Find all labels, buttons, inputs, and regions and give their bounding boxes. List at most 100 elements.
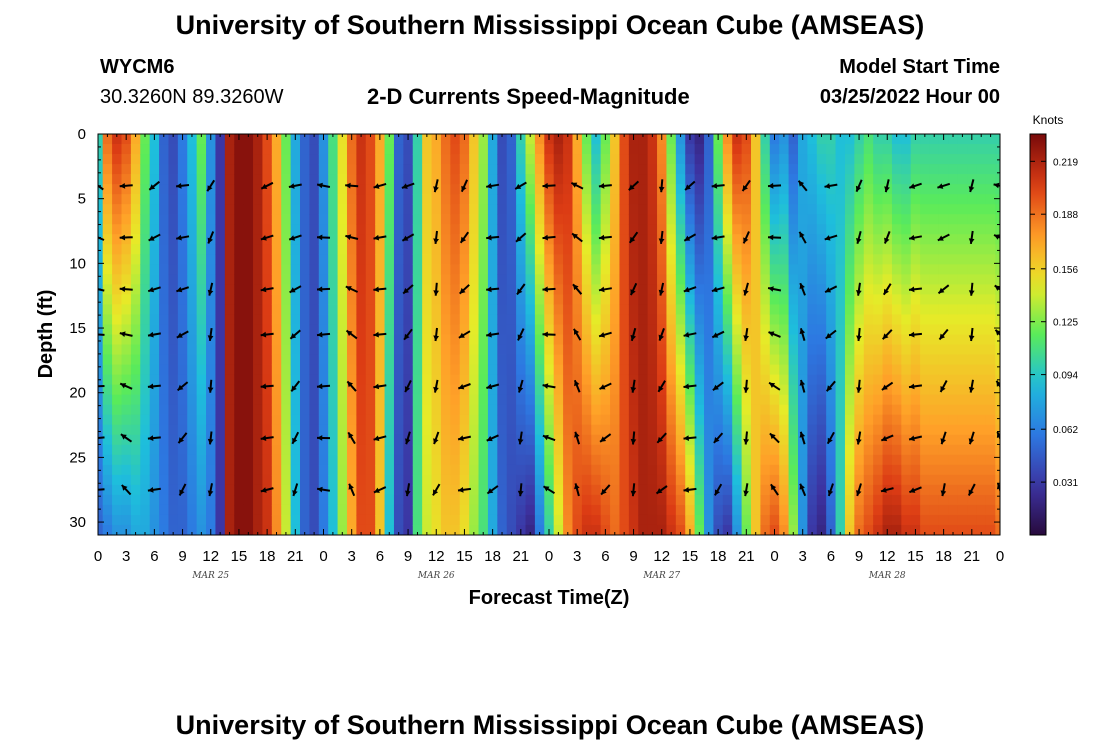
heat-cell bbox=[450, 384, 461, 396]
heat-cell bbox=[271, 464, 282, 476]
heat-cell bbox=[516, 394, 527, 406]
heat-cell bbox=[873, 434, 884, 446]
heat-cell bbox=[375, 384, 386, 396]
heat-cell bbox=[873, 424, 884, 436]
heat-cell bbox=[807, 494, 818, 506]
heat-cell bbox=[440, 184, 451, 195]
heat-cell bbox=[159, 134, 170, 145]
heat-cell bbox=[215, 524, 226, 535]
heat-cell bbox=[187, 384, 198, 396]
heat-cell bbox=[412, 244, 423, 255]
heat-cell bbox=[816, 254, 827, 265]
heat-cell bbox=[459, 304, 470, 316]
current-arrow bbox=[373, 383, 387, 390]
heat-cell bbox=[666, 274, 677, 285]
heat-cell bbox=[600, 374, 611, 386]
heat-cell bbox=[506, 154, 517, 165]
heat-cell bbox=[553, 144, 564, 155]
heat-cell bbox=[525, 494, 536, 506]
heat-cell bbox=[891, 454, 902, 466]
heat-cell bbox=[497, 254, 508, 265]
heat-cell bbox=[844, 424, 855, 436]
heat-cell bbox=[506, 164, 517, 175]
heat-cell bbox=[431, 204, 442, 215]
heat-cell bbox=[863, 294, 874, 306]
heat-cell bbox=[328, 184, 339, 195]
heat-cell bbox=[844, 514, 855, 526]
heat-cell bbox=[976, 184, 987, 195]
heat-cell bbox=[431, 224, 442, 235]
heat-cell bbox=[704, 384, 715, 396]
heat-cell bbox=[581, 304, 592, 316]
heat-cell bbox=[863, 234, 874, 245]
heat-cell bbox=[412, 424, 423, 436]
heat-cell bbox=[262, 454, 273, 466]
heat-cell bbox=[581, 524, 592, 535]
heat-cell bbox=[920, 344, 931, 356]
heat-cell bbox=[149, 254, 160, 265]
heat-cell bbox=[224, 144, 235, 155]
heat-cell bbox=[412, 494, 423, 506]
heat-cell bbox=[516, 344, 527, 356]
heat-cell bbox=[130, 134, 141, 145]
heat-cell bbox=[168, 404, 179, 416]
heat-cell bbox=[534, 424, 545, 436]
current-arrow bbox=[401, 182, 415, 189]
heat-cell bbox=[234, 384, 245, 396]
current-arrow bbox=[206, 179, 216, 192]
heat-cell bbox=[337, 474, 348, 486]
heat-cell bbox=[732, 424, 743, 436]
heat-cell bbox=[901, 304, 912, 316]
heat-cell bbox=[873, 474, 884, 486]
heat-cell bbox=[591, 454, 602, 466]
heat-cell bbox=[957, 364, 968, 376]
heat-cell bbox=[685, 344, 696, 356]
heat-cell bbox=[553, 204, 564, 215]
heat-cell bbox=[797, 334, 808, 346]
heat-cell bbox=[920, 434, 931, 446]
heat-cell bbox=[487, 254, 498, 265]
heat-cell bbox=[685, 474, 696, 486]
heat-cell bbox=[835, 224, 846, 235]
heat-cell bbox=[732, 154, 743, 165]
heat-cell bbox=[328, 234, 339, 245]
heat-cell bbox=[271, 314, 282, 326]
heat-cell bbox=[487, 384, 498, 396]
current-arrow bbox=[574, 483, 580, 497]
heat-cell bbox=[882, 154, 893, 165]
x-tick-label: 6 bbox=[150, 548, 158, 565]
heat-cell bbox=[666, 294, 677, 306]
heat-cell bbox=[751, 264, 762, 275]
heat-cell bbox=[732, 324, 743, 336]
heat-cell bbox=[751, 254, 762, 265]
heat-cell bbox=[506, 134, 517, 145]
heat-cell bbox=[835, 184, 846, 195]
current-arrow bbox=[345, 329, 358, 340]
heat-cell bbox=[393, 354, 404, 366]
heat-cell bbox=[985, 294, 996, 306]
heat-cell bbox=[967, 344, 978, 356]
heat-cell bbox=[563, 344, 574, 356]
heat-cell bbox=[666, 504, 677, 516]
heat-cell bbox=[938, 184, 949, 195]
heat-cell bbox=[844, 224, 855, 235]
heat-cell bbox=[854, 214, 865, 225]
heat-cell bbox=[102, 284, 113, 295]
heat-cell bbox=[572, 234, 583, 245]
heat-cell bbox=[224, 294, 235, 306]
heat-cell bbox=[450, 234, 461, 245]
heat-cell bbox=[985, 404, 996, 416]
current-arrow bbox=[655, 485, 668, 495]
heat-cell bbox=[365, 264, 376, 275]
heat-cell bbox=[722, 194, 733, 205]
heat-cell bbox=[290, 154, 301, 165]
heat-cell bbox=[957, 454, 968, 466]
heat-cell bbox=[779, 434, 790, 446]
heat-cell bbox=[140, 234, 151, 245]
heat-cell bbox=[159, 254, 170, 265]
heat-cell bbox=[741, 204, 752, 215]
heat-cell bbox=[450, 294, 461, 306]
heat-cell bbox=[638, 154, 649, 165]
heat-cell bbox=[375, 184, 386, 195]
heat-cell bbox=[140, 264, 151, 275]
